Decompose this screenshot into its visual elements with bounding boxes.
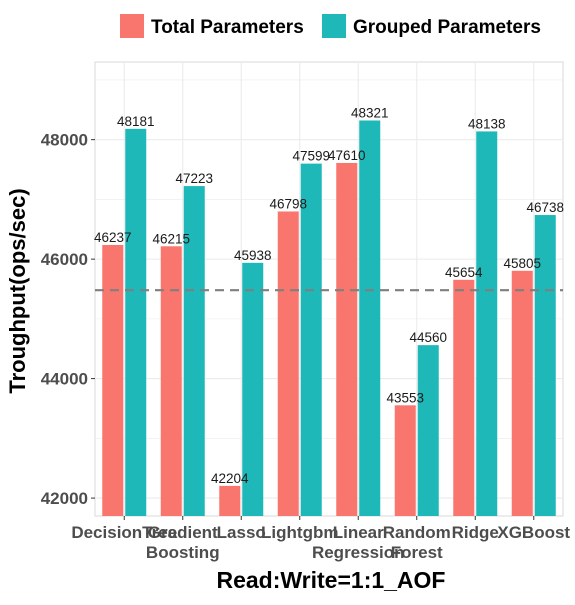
bar-total-parameters — [395, 405, 416, 516]
x-tick-label-line: Gradient — [148, 523, 218, 542]
bar-grouped-parameters — [359, 120, 380, 516]
data-label: 46215 — [152, 231, 190, 246]
x-tick-label-line: Random — [383, 523, 451, 542]
x-tick-label: Lightgbm — [261, 523, 338, 542]
legend-key-grouped-parameters — [322, 14, 346, 38]
data-label: 44560 — [409, 330, 447, 345]
bar-grouped-parameters — [125, 129, 146, 516]
legend-label: Total Parameters — [151, 17, 304, 38]
y-tick-label: 48000 — [41, 131, 88, 150]
data-label: 45654 — [445, 265, 483, 280]
bar-total-parameters — [512, 271, 533, 516]
data-label: 46798 — [269, 196, 307, 211]
bar-total-parameters — [102, 245, 123, 516]
data-label: 42204 — [211, 471, 249, 486]
bar-total-parameters — [219, 486, 240, 516]
legend: Total Parameters Grouped Parameters — [120, 14, 541, 38]
x-tick-label: Lasso — [217, 523, 266, 542]
data-label: 46738 — [526, 200, 564, 215]
x-tick-label: Random Forest — [383, 523, 451, 562]
x-tick-label: Gradient Boosting — [146, 523, 220, 562]
data-label: 48181 — [117, 114, 155, 129]
x-tick-label-line: Lightgbm — [261, 523, 338, 542]
bar-total-parameters — [278, 211, 299, 516]
data-label: 47223 — [175, 171, 213, 186]
bar-grouped-parameters — [301, 164, 322, 516]
data-label: 47599 — [292, 149, 330, 164]
x-tick-label: Ridge — [452, 523, 499, 542]
x-tick-label-line: Ridge — [452, 523, 499, 542]
data-label: 48321 — [351, 105, 389, 120]
data-label: 45938 — [234, 248, 272, 263]
x-axis-label: Read:Write=1:1_AOF — [216, 567, 445, 593]
y-axis-label: Troughput(ops/sec) — [5, 188, 30, 393]
bar-total-parameters — [336, 163, 357, 516]
bar-grouped-parameters — [476, 131, 497, 516]
data-label: 46237 — [94, 230, 132, 245]
x-tick-label-line: Boosting — [146, 543, 220, 562]
y-tick-label: 44000 — [41, 370, 88, 389]
x-tick-label-line: Linear — [333, 523, 384, 542]
x-tick-label-line: Lasso — [217, 523, 266, 542]
x-tick-label-line: XGBoost — [497, 523, 570, 542]
legend-label: Grouped Parameters — [353, 17, 541, 38]
bar-total-parameters — [453, 280, 474, 516]
x-tick-label-line: Forest — [391, 543, 443, 562]
data-label: 43553 — [386, 390, 424, 405]
bar-grouped-parameters — [418, 345, 439, 516]
x-tick-label: XGBoost — [497, 523, 570, 542]
data-label: 45805 — [503, 256, 541, 271]
y-tick-label: 42000 — [41, 489, 88, 508]
y-tick-label: 46000 — [41, 250, 88, 269]
data-label: 47610 — [328, 148, 366, 163]
legend-key-total-parameters — [120, 14, 144, 38]
data-label: 48138 — [468, 116, 506, 131]
bar-total-parameters — [161, 246, 182, 516]
y-axis-ticks: 42000 44000 46000 48000 — [41, 131, 95, 508]
